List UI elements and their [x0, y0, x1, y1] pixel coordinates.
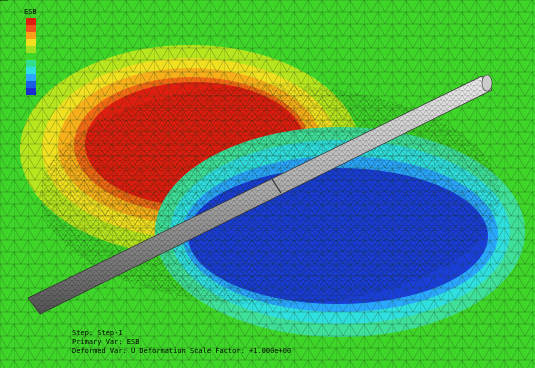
info-line: Primary Var: ESB: [72, 338, 139, 346]
page: {"legend": {"title": "ESB"}, "info": {"l…: [0, 0, 535, 368]
info-line: Deformed Var: U Deformation Scale Factor…: [72, 347, 291, 355]
legend-title: ESB: [24, 8, 37, 16]
info-line: Step: Step-1: [72, 329, 123, 337]
viewport: ESB Step: Step-1 Primary Var: ESB Deform…: [0, 0, 535, 368]
